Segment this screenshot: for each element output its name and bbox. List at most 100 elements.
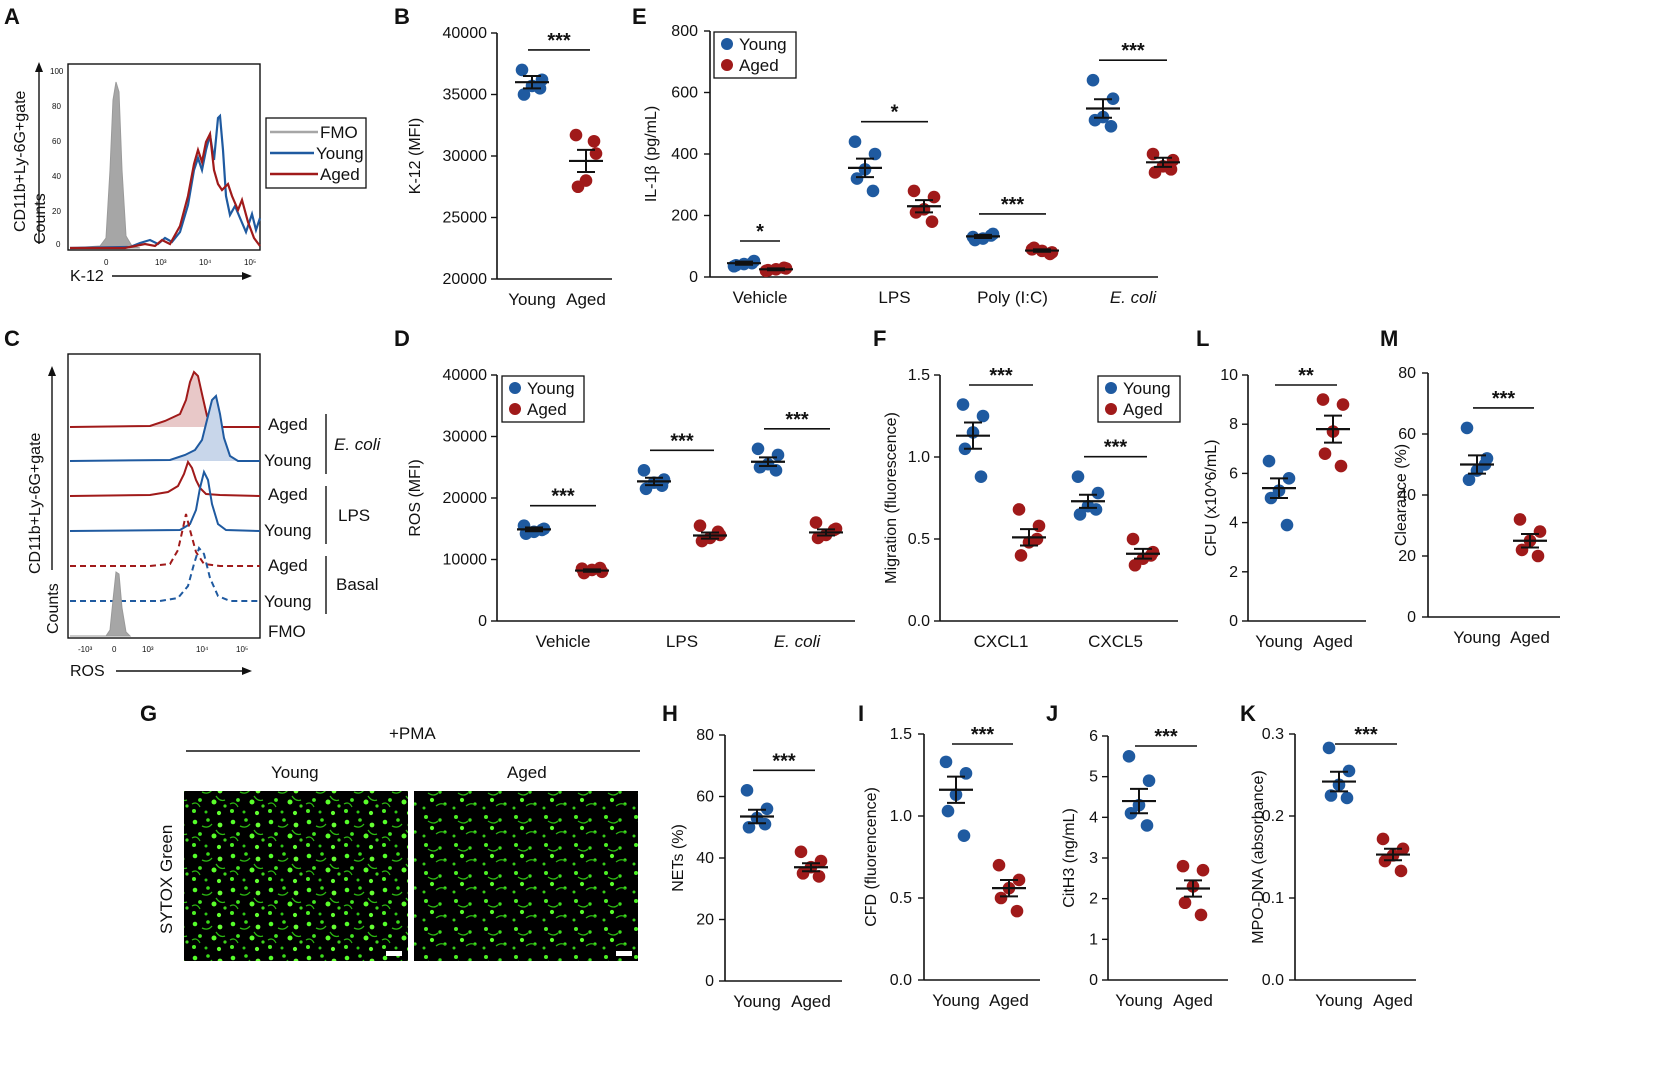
x-category-label: Aged: [1313, 632, 1353, 651]
ytick-a: 100: [50, 67, 64, 76]
panel-label-b: B: [394, 4, 410, 29]
y-tick-label: 40: [1398, 487, 1416, 504]
chart-b: 20000 25000 30000 35000 40000 K-12 (MFI) Young…: [407, 25, 612, 309]
legend-marker-aged: [721, 59, 733, 71]
panel-label-d: D: [394, 326, 410, 351]
y-tick-label: 25000: [443, 210, 488, 227]
y-tick-label: 60: [1398, 426, 1416, 443]
ylabel-c-counts: Counts: [45, 583, 62, 634]
row-label-c: Aged: [268, 485, 308, 504]
y-tick-label: 40000: [443, 367, 488, 384]
significance-stars: ***: [551, 486, 575, 508]
data-point-young: [740, 784, 754, 797]
histogram-c-ecoli-aged: [69, 370, 260, 428]
x-category-label: CXCL1: [974, 632, 1029, 651]
row-labels-c: Aged Young Aged Young Aged Young FMO: [264, 415, 312, 641]
ylabel-c-arrowhead: [48, 366, 56, 376]
xtick-c: 10⁴: [196, 645, 209, 654]
chart-h: 0 20 40 60 80 NETs (%) Young Aged ***: [670, 727, 842, 1011]
y-tick-label: 0: [1229, 613, 1238, 630]
data-point-young: [1462, 473, 1476, 487]
data-point-young: [753, 460, 767, 474]
data-point-young: [751, 442, 765, 456]
y-tick-label: 0: [705, 973, 714, 990]
y-tick-label: 30000: [443, 429, 488, 446]
data-point-aged: [1196, 863, 1210, 877]
x-category-label: Aged: [791, 992, 831, 1011]
y-tick-label: 80: [696, 727, 714, 744]
data-point-aged: [695, 534, 709, 548]
significance-stars: ***: [670, 430, 694, 452]
significance-stars: ***: [1354, 724, 1378, 746]
ytick-a: 40: [52, 172, 61, 181]
data-point-young: [1104, 120, 1118, 133]
data-point-young: [515, 63, 529, 77]
chart-i: 0.0 0.5 1.0 1.5 CFD (fluorencence) Young Aged *…: [863, 724, 1040, 1010]
data-point-aged: [1012, 503, 1026, 516]
ytick-a: 80: [52, 102, 61, 111]
data-point-young: [939, 755, 953, 769]
significance-stars: ***: [772, 750, 796, 772]
y-tick-label: 6: [1089, 728, 1098, 745]
data-point-young: [1262, 454, 1276, 468]
legend-label-young: Young: [1123, 379, 1171, 398]
y-tick-label: 0.0: [890, 972, 912, 989]
legend-marker-young: [1105, 382, 1117, 394]
xtick-a: 0: [104, 258, 109, 267]
significance-stars: ***: [547, 30, 571, 52]
data-point-aged: [1318, 447, 1332, 461]
data-point-aged: [812, 870, 826, 883]
data-point-aged: [587, 134, 601, 148]
histogram-c-lps-aged: [69, 459, 261, 497]
panel-c: C CD11b+Ly-6G+gate Counts -10³ 0 10³ 10⁴…: [4, 326, 382, 680]
data-point-aged: [571, 180, 585, 194]
y-tick-label: 2: [1089, 891, 1098, 908]
x-category-label: Aged: [989, 991, 1029, 1010]
data-point-young: [976, 409, 990, 423]
data-point-aged: [794, 845, 808, 859]
y-tick-label: 35000: [443, 87, 488, 104]
y-tick-label: 40: [696, 850, 714, 867]
y-tick-label: 1.5: [890, 726, 912, 743]
ytick-a: 0: [56, 240, 61, 249]
panel-label-k: K: [1240, 701, 1256, 726]
x-category-label: Aged: [566, 290, 606, 309]
y-tick-label: 1.0: [908, 449, 930, 466]
legend-marker-young: [509, 382, 521, 394]
legend-label-aged: Aged: [739, 56, 779, 75]
significance-stars: ***: [971, 724, 995, 746]
data-point-young: [941, 804, 955, 818]
data-point-aged: [1515, 543, 1529, 557]
panel-label-h: H: [662, 701, 678, 726]
xlabel-c: ROS: [70, 663, 105, 680]
significance-stars: ***: [1104, 437, 1128, 459]
significance-stars: ***: [1492, 388, 1516, 410]
significance-stars: ***: [1001, 194, 1025, 216]
x-category-label: LPS: [666, 632, 698, 651]
data-point-young: [957, 829, 971, 842]
x-category-label: Poly (I:C): [977, 288, 1048, 307]
g-col-young: Young: [271, 763, 319, 782]
ylabel-c-gate: CD11b+Ly-6G+gate: [27, 432, 44, 574]
legend-marker-aged: [509, 403, 521, 415]
y-tick-label: 800: [671, 23, 698, 40]
histogram-aged-a: [70, 130, 261, 250]
y-tick-label: 20000: [443, 271, 488, 288]
significance-stars: ***: [1154, 726, 1178, 748]
scale-bar-aged: [616, 951, 632, 956]
group-label-c-basal: Basal: [336, 575, 379, 594]
data-point-young: [760, 802, 774, 816]
data-point-young: [771, 448, 785, 462]
data-point-aged: [1334, 459, 1348, 473]
data-point-young: [1086, 73, 1100, 87]
group-label-c-lps: LPS: [338, 506, 370, 525]
y-tick-label: 4: [1089, 809, 1098, 826]
x-category-label: Young: [1453, 628, 1501, 647]
xlabel-c-arrowhead: [242, 667, 252, 675]
group-label-c-ecoli: E. coli: [334, 435, 382, 454]
panel-label-m: M: [1380, 326, 1398, 351]
chart-e: 0 200 400 600 800 IL-1β (pg/mL) Vehicle LPS Poly…: [643, 23, 1180, 307]
x-category-label: Vehicle: [536, 632, 591, 651]
y-axis-label: CFD (fluorencence): [863, 787, 880, 927]
data-point-young: [769, 464, 783, 477]
